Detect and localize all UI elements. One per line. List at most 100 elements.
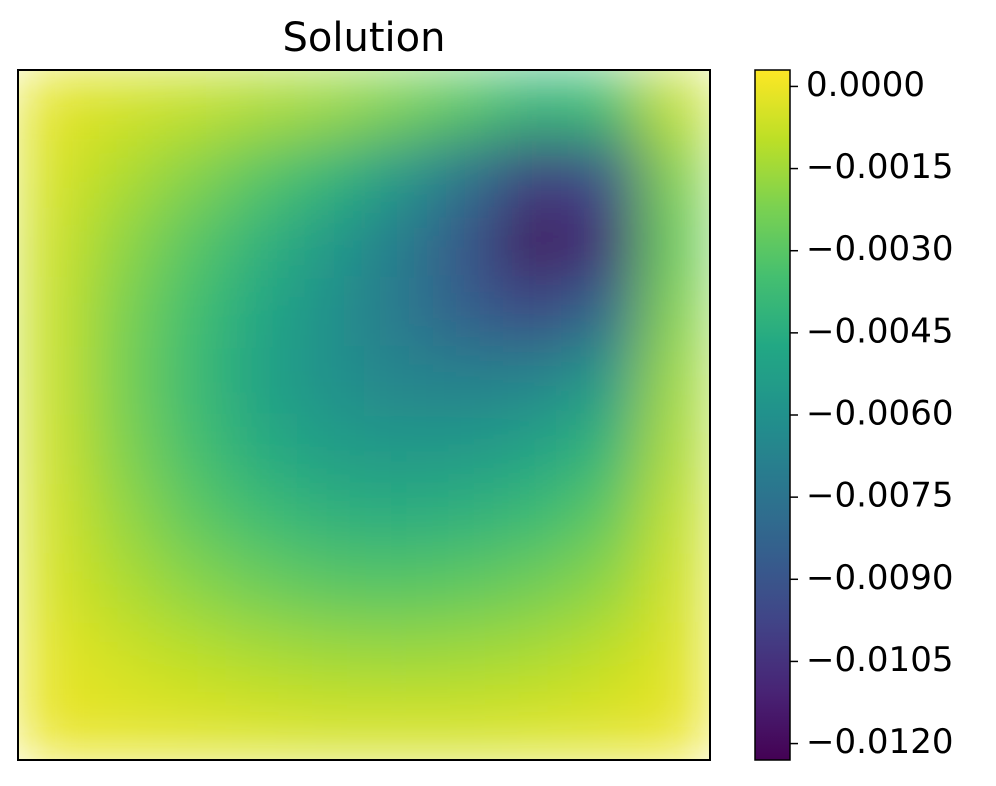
contour-cell [640,277,710,347]
contour-cell [294,415,365,485]
contour-cell [502,553,573,623]
contour-cell [87,208,157,278]
contour-cell [571,70,642,140]
colorbar-tick-label: −0.0075 [806,476,953,516]
contour-cell [225,691,296,760]
contour-cell [364,70,434,140]
contour-cell [433,691,503,760]
contour-cell [571,553,642,623]
contour-cell [87,415,157,485]
contour-cell [640,691,710,760]
contour-cell [433,484,503,554]
contour-cell [502,277,573,347]
contour-cell [433,277,503,347]
contour-cell [502,208,573,278]
field [18,70,710,760]
contour-cell [640,70,710,140]
contour-cell [433,415,503,485]
contour-cell [156,691,227,760]
contour-cell [502,484,573,554]
contour-cell [571,208,642,278]
colorbar-tick-label: −0.0090 [806,558,953,598]
contour-cell [87,484,157,554]
contour-cell [18,346,88,416]
contour-cell [87,691,157,760]
contour-cell [364,691,434,760]
contour-cell [294,553,365,623]
contour-cell [502,139,573,209]
contour-cell [18,484,88,554]
contour-cell [18,415,88,485]
contour-cell [156,139,227,209]
contour-cell [502,415,573,485]
contour-cell [433,139,503,209]
contour-cell [640,622,710,692]
chart-title: Solution [283,15,446,61]
contour-cell [156,553,227,623]
contour-cell [87,139,157,209]
contour-cell [225,139,296,209]
contour-cell [18,139,88,209]
contour-cell [87,553,157,623]
contour-cell [502,691,573,760]
contour-cell [87,622,157,692]
contour-cell [225,415,296,485]
contour-cell [225,70,296,140]
contour-cell [502,346,573,416]
contour-cell [433,208,503,278]
colorbar-tick-label: −0.0060 [806,394,953,434]
contour-cell [640,484,710,554]
contour-cell [640,346,710,416]
colorbar [754,69,791,761]
contour-cell [87,70,157,140]
contour-cell [364,208,434,278]
contour-cell [640,553,710,623]
contour-cell [364,277,434,347]
contour-cell [294,484,365,554]
contour-cell [640,415,710,485]
contour-cell [294,622,365,692]
contour-cell [225,622,296,692]
contour-cell [294,691,365,760]
colorbar-tick-label: −0.0120 [806,722,953,762]
contour-cell [640,139,710,209]
contour-cell [18,622,88,692]
contour-cell [294,70,365,140]
plot-frame [17,69,711,761]
contour-cell [18,553,88,623]
contour-cell [156,208,227,278]
contour-cell [433,553,503,623]
colorbar-tick-label: −0.0015 [806,147,953,187]
contour-cell [640,208,710,278]
contour-cell [364,139,434,209]
contour-cell [433,622,503,692]
contour-cell [294,208,365,278]
contour-cell [502,70,573,140]
contour-cell [433,70,503,140]
contour-cell [156,415,227,485]
contour-cell [156,346,227,416]
colorbar-ticks: 0.0000 −0.0015 −0.0030 −0.0045 −0.0060 −0.007… [790,65,953,762]
contour-cell [294,139,365,209]
colorbar-tick-label: −0.0045 [806,311,953,351]
contour-cell [571,277,642,347]
contour-cell [294,277,365,347]
contour-cell [225,277,296,347]
contour-cell [18,70,88,140]
plot-area [18,70,710,760]
colorbar-tick-label: −0.0105 [806,640,953,680]
contour-cell [18,691,88,760]
contour-cell [225,484,296,554]
contour-cell [571,346,642,416]
contour-cell [156,277,227,347]
contour-cell [502,622,573,692]
contour-cell [18,277,88,347]
contour-cell [364,484,434,554]
contour-cell [18,208,88,278]
contour-cell [433,346,503,416]
colorbar-tick-label: 0.0000 [806,65,925,105]
contour-cell [571,691,642,760]
contour-cell [87,277,157,347]
contour-cell [156,70,227,140]
contour-cell [225,208,296,278]
